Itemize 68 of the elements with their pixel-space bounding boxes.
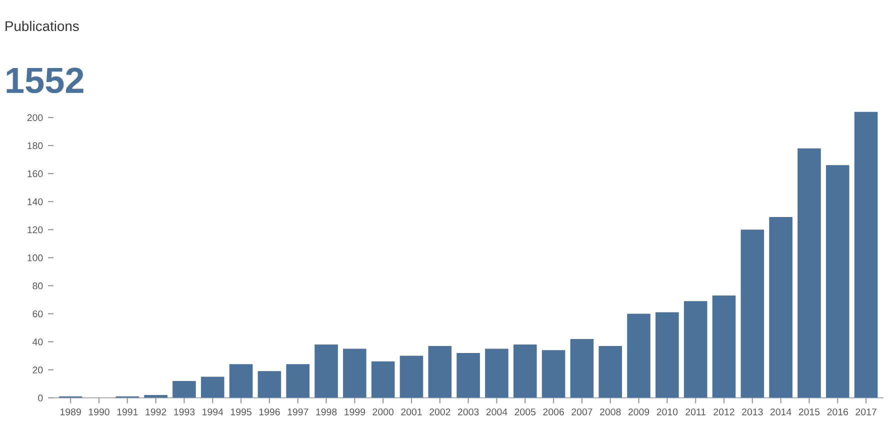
x-tick-label: 2015	[798, 408, 820, 416]
bar	[712, 295, 736, 398]
bar	[400, 356, 424, 398]
chart-subtitle: 1552	[6, 68, 84, 94]
bar	[598, 346, 622, 398]
bar	[740, 230, 764, 398]
x-tick-label: 2009	[628, 408, 650, 416]
x-tick-label: 2010	[656, 408, 678, 416]
y-tick-label: 160	[28, 170, 43, 178]
bar	[371, 361, 395, 398]
x-tick-label: 2005	[514, 408, 536, 416]
x-tick-label: 1989	[60, 408, 81, 416]
x-tick-label: 2011	[686, 408, 706, 416]
y-tick-label: 20	[32, 366, 43, 374]
x-tick-label: 2003	[458, 408, 479, 416]
bar	[684, 301, 708, 398]
x-tick-label: 2001	[401, 408, 422, 416]
bar	[513, 344, 537, 398]
bar	[314, 344, 338, 398]
x-tick-label: 2017	[856, 408, 876, 416]
x-tick-label: 2016	[827, 408, 848, 416]
x-tick-label: 2013	[742, 408, 763, 416]
bar	[542, 350, 566, 398]
bar	[428, 346, 452, 398]
chart-title: Publications	[6, 20, 79, 32]
y-tick-label: 60	[32, 310, 43, 318]
x-tick-label: 1997	[288, 408, 308, 416]
x-tick-label: 1995	[230, 408, 252, 416]
bar	[343, 348, 366, 398]
x-tick-label: 1999	[344, 408, 366, 416]
bar	[826, 165, 850, 398]
bar	[627, 314, 650, 398]
x-tick-label: 1993	[174, 408, 195, 416]
x-tick-label: 2006	[543, 408, 564, 416]
bar	[485, 348, 508, 398]
bar	[656, 312, 679, 398]
bar	[456, 352, 480, 398]
x-tick-label: 1990	[88, 408, 110, 416]
x-tick-label: 2014	[770, 408, 792, 416]
x-tick-label: 1992	[146, 408, 166, 416]
y-tick-label: 140	[28, 198, 43, 206]
x-tick-label: 2007	[572, 408, 592, 416]
y-tick-label: 120	[28, 226, 43, 234]
bar	[200, 376, 224, 398]
x-tick-label: 1998	[316, 408, 337, 416]
bar	[769, 217, 792, 398]
bar	[144, 394, 168, 398]
x-tick-label: 2000	[372, 408, 394, 416]
bar	[172, 380, 196, 398]
bar	[258, 371, 282, 398]
x-tick-label: 2012	[714, 408, 734, 416]
x-tick-label: 2004	[486, 408, 508, 416]
bar	[229, 364, 253, 398]
bar	[854, 112, 878, 398]
y-tick-label: 100	[28, 254, 43, 262]
x-tick-label: 1996	[259, 408, 280, 416]
y-tick-label: 0	[38, 394, 43, 402]
bar	[798, 148, 821, 398]
x-tick-label: 1991	[117, 408, 138, 416]
bar	[570, 338, 594, 398]
y-tick-label: 180	[28, 142, 43, 150]
y-tick-label: 80	[32, 282, 43, 290]
x-tick-label: 2002	[430, 408, 450, 416]
x-tick-label: 1994	[202, 408, 224, 416]
bar	[286, 364, 310, 398]
y-tick-label: 40	[32, 338, 43, 346]
x-tick-label: 2008	[600, 408, 621, 416]
y-tick-label: 200	[27, 114, 43, 122]
